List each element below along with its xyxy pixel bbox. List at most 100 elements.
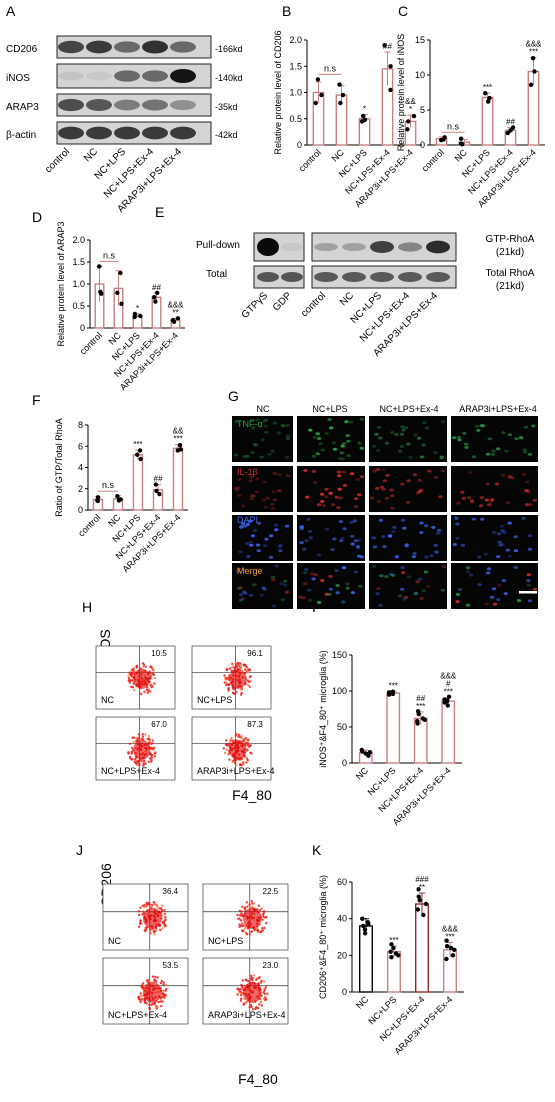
if-cell xyxy=(415,491,421,495)
flow-event xyxy=(232,692,236,695)
if-cell xyxy=(390,431,395,435)
flow-event xyxy=(236,661,239,665)
if-cell xyxy=(381,468,386,472)
if-cell xyxy=(335,584,340,587)
data-point xyxy=(532,69,537,74)
if-cell xyxy=(532,587,538,591)
if-cell xyxy=(311,454,317,458)
if-cell xyxy=(242,455,247,458)
flow-event xyxy=(238,662,242,665)
data-point xyxy=(415,721,420,726)
if-cell xyxy=(318,442,323,446)
flow-event xyxy=(139,992,142,995)
data-point xyxy=(417,898,422,903)
flow-event xyxy=(258,976,261,979)
flow-event xyxy=(159,928,162,932)
data-point xyxy=(319,92,324,98)
flow-j-x-label: F4_80 xyxy=(238,1071,278,1087)
if-cell xyxy=(316,553,322,557)
flow-event xyxy=(161,904,164,907)
data-point xyxy=(115,290,120,295)
data-point xyxy=(389,955,394,960)
if-cell xyxy=(499,524,504,528)
blot-band xyxy=(314,272,338,282)
flow-event xyxy=(146,979,149,982)
ns-label: n.s xyxy=(102,480,115,490)
flow-density xyxy=(229,668,247,689)
if-cell xyxy=(237,478,242,481)
if-cell xyxy=(439,456,444,460)
if-cell xyxy=(471,517,476,521)
blot-band xyxy=(398,242,422,252)
data-point xyxy=(450,953,456,958)
if-cell xyxy=(378,436,383,440)
flow-event xyxy=(138,763,141,767)
if-cell xyxy=(400,425,405,429)
if-cell xyxy=(531,424,536,428)
if-cell xyxy=(436,528,442,532)
if-cell xyxy=(261,498,267,502)
flow-event xyxy=(152,900,155,904)
if-cell xyxy=(433,451,438,455)
y-axis-label: Relative protein level of CD206 xyxy=(273,30,283,154)
if-cell xyxy=(241,597,246,600)
if-image xyxy=(297,563,365,609)
flow-event xyxy=(239,693,243,696)
if-cell xyxy=(496,598,501,602)
if-cell xyxy=(341,566,347,570)
flow-event xyxy=(247,680,250,683)
if-cell xyxy=(315,432,320,436)
flow-event xyxy=(247,668,250,671)
lane-label: GDP xyxy=(271,290,294,313)
if-cell xyxy=(384,496,390,500)
if-cell xyxy=(374,432,379,436)
flow-event xyxy=(133,758,137,761)
flow-event xyxy=(142,665,145,668)
flow-event xyxy=(142,759,146,762)
if-cell xyxy=(249,475,254,479)
flow-event xyxy=(141,913,144,916)
blot-band xyxy=(58,126,84,140)
data-point xyxy=(458,136,464,141)
x-tick-label: NC xyxy=(354,994,371,1011)
flow-event xyxy=(238,914,242,917)
flow-density xyxy=(142,981,162,1003)
flow-event xyxy=(139,1000,142,1004)
flow-event xyxy=(129,674,133,677)
if-cell xyxy=(527,547,533,551)
if-cell xyxy=(346,439,351,443)
flow-event xyxy=(236,993,239,996)
if-cell xyxy=(278,549,283,553)
if-cell xyxy=(379,485,385,489)
if-cell xyxy=(417,489,422,493)
y-tick-label: 1.5 xyxy=(72,257,85,267)
if-cell xyxy=(308,536,314,540)
flow-event xyxy=(265,921,268,925)
size-label-42: -42kd xyxy=(215,130,238,140)
if-cell xyxy=(324,432,329,435)
if-cell xyxy=(404,544,409,548)
if-cell xyxy=(270,449,275,453)
flow-event xyxy=(164,918,167,921)
data-point xyxy=(487,95,492,101)
flow-event xyxy=(150,753,154,757)
data-point xyxy=(510,125,516,130)
flow-event xyxy=(151,739,155,742)
if-cell xyxy=(355,477,360,481)
flow-event xyxy=(223,751,227,755)
if-cell xyxy=(490,452,496,456)
flow-event xyxy=(133,760,136,763)
flow-event xyxy=(256,1006,260,1010)
if-cell xyxy=(320,579,325,582)
flow-event xyxy=(156,904,159,908)
flow-plot-label: ARAP3i+LPS+Ex-4 xyxy=(208,1010,286,1020)
blot-band xyxy=(426,272,450,282)
blot-band xyxy=(86,99,112,111)
if-cell xyxy=(340,536,345,540)
if-cell xyxy=(350,542,355,546)
if-cell xyxy=(427,469,432,473)
flow-event xyxy=(225,683,228,686)
if-cell xyxy=(342,527,347,531)
if-cell xyxy=(283,583,288,587)
if-cell xyxy=(400,566,405,570)
